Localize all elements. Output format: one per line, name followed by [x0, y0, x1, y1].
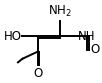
Text: NH$_2$: NH$_2$ [48, 4, 72, 19]
Text: NH: NH [78, 30, 95, 43]
Text: O: O [33, 67, 42, 80]
Text: HO: HO [4, 30, 22, 43]
Text: O: O [90, 43, 99, 56]
